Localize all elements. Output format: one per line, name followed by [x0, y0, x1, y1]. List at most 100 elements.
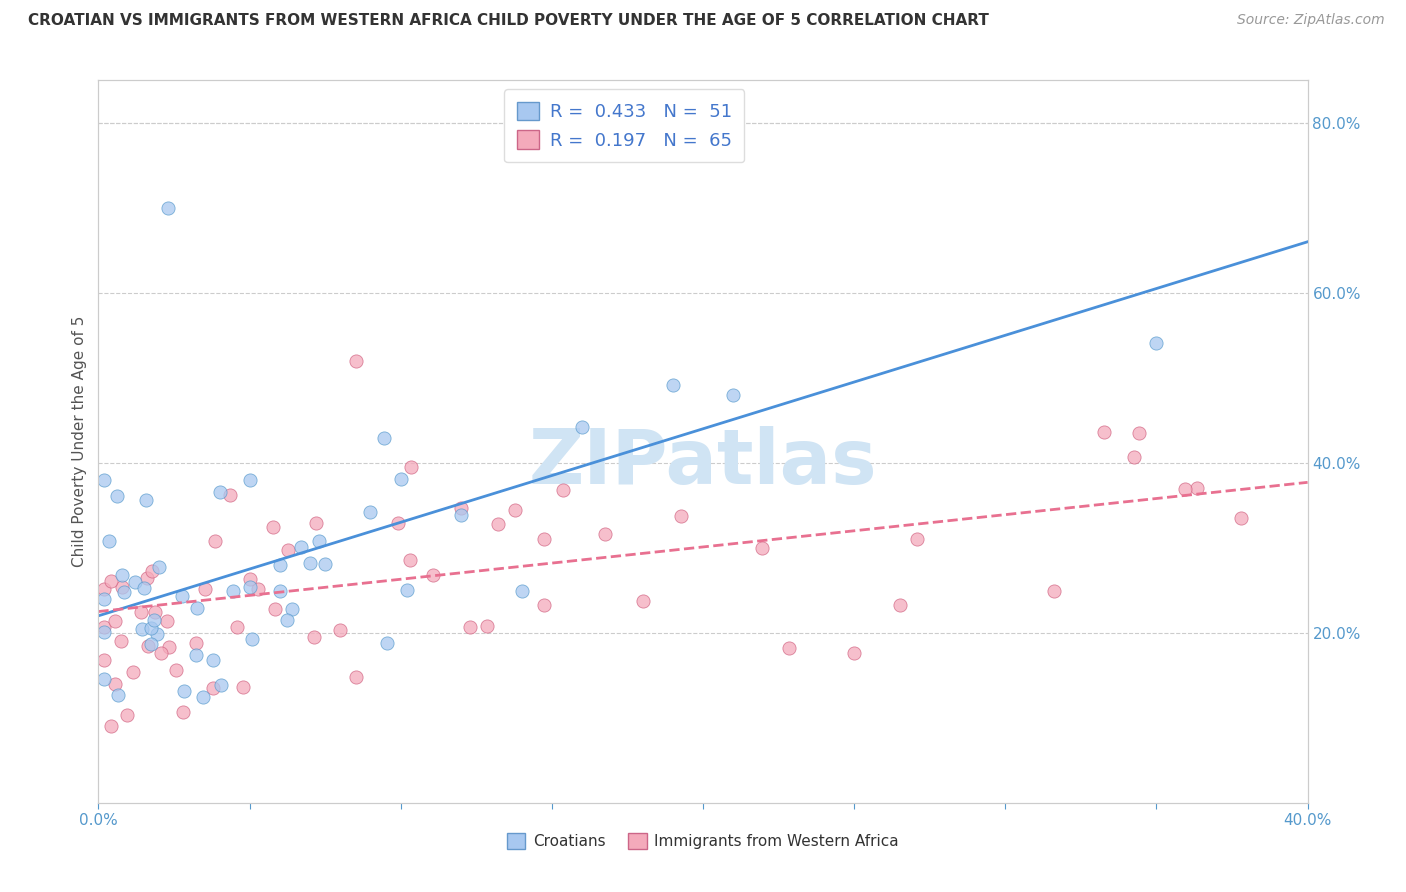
- Point: [239, 580, 262, 594]
- Point: [202, 681, 225, 696]
- Point: [593, 527, 616, 541]
- Point: [308, 534, 330, 549]
- Point: [232, 681, 254, 695]
- Text: CROATIAN VS IMMIGRANTS FROM WESTERN AFRICA CHILD POVERTY UNDER THE AGE OF 5 CORR: CROATIAN VS IMMIGRANTS FROM WESTERN AFRI…: [28, 13, 988, 29]
- Point: [201, 652, 224, 666]
- Point: [247, 582, 270, 597]
- Point: [1230, 511, 1253, 525]
- Point: [146, 627, 169, 641]
- Point: [156, 614, 179, 628]
- Point: [314, 557, 336, 571]
- Point: [225, 620, 247, 634]
- Point: [905, 533, 928, 547]
- Point: [360, 505, 382, 519]
- Point: [551, 483, 574, 497]
- Point: [150, 647, 173, 661]
- Point: [305, 516, 328, 531]
- Point: [1144, 336, 1167, 351]
- Point: [387, 516, 409, 530]
- Point: [276, 613, 298, 627]
- Point: [143, 605, 166, 619]
- Point: [1185, 481, 1208, 495]
- Point: [262, 519, 284, 533]
- Point: [93, 672, 115, 686]
- Point: [669, 508, 692, 523]
- Point: [263, 602, 285, 616]
- Point: [510, 583, 533, 598]
- Point: [503, 503, 526, 517]
- Point: [222, 584, 245, 599]
- Point: [486, 516, 509, 531]
- Point: [344, 353, 367, 368]
- Point: [141, 564, 163, 578]
- Point: [104, 615, 127, 629]
- Point: [211, 678, 233, 692]
- Legend: Croatians, Immigrants from Western Africa: Croatians, Immigrants from Western Afric…: [499, 825, 907, 856]
- Point: [110, 633, 132, 648]
- Point: [93, 582, 115, 596]
- Point: [1128, 425, 1150, 440]
- Point: [139, 637, 162, 651]
- Point: [219, 488, 242, 502]
- Point: [170, 589, 193, 603]
- Point: [269, 583, 291, 598]
- Point: [889, 598, 911, 612]
- Point: [723, 388, 745, 402]
- Point: [844, 646, 866, 660]
- Point: [398, 553, 420, 567]
- Point: [107, 688, 129, 702]
- Point: [239, 473, 262, 487]
- Point: [1122, 450, 1144, 465]
- Point: [475, 619, 498, 633]
- Point: [533, 599, 555, 613]
- Point: [1042, 584, 1064, 599]
- Point: [399, 460, 422, 475]
- Point: [661, 378, 683, 392]
- Point: [132, 581, 155, 595]
- Point: [93, 653, 115, 667]
- Point: [172, 705, 194, 719]
- Point: [111, 567, 134, 582]
- Point: [143, 614, 166, 628]
- Point: [131, 622, 153, 636]
- Point: [135, 571, 157, 585]
- Point: [450, 508, 472, 522]
- Point: [460, 620, 482, 634]
- Point: [111, 580, 134, 594]
- Point: [139, 621, 162, 635]
- Point: [93, 625, 115, 640]
- Point: [104, 677, 127, 691]
- Point: [1092, 425, 1115, 439]
- Point: [173, 684, 195, 698]
- Text: Source: ZipAtlas.com: Source: ZipAtlas.com: [1237, 13, 1385, 28]
- Point: [299, 556, 322, 570]
- Point: [375, 636, 398, 650]
- Point: [100, 574, 122, 588]
- Point: [112, 584, 135, 599]
- Point: [204, 533, 226, 548]
- Point: [184, 636, 207, 650]
- Point: [93, 591, 115, 606]
- Point: [290, 540, 312, 554]
- Point: [193, 690, 215, 704]
- Point: [751, 541, 773, 556]
- Point: [156, 201, 179, 215]
- Point: [242, 632, 264, 647]
- Point: [124, 574, 146, 589]
- Point: [277, 542, 299, 557]
- Point: [631, 594, 654, 608]
- Point: [389, 471, 412, 485]
- Point: [135, 492, 157, 507]
- Point: [100, 719, 122, 733]
- Point: [239, 572, 262, 586]
- Point: [269, 558, 291, 573]
- Point: [778, 641, 800, 656]
- Point: [396, 583, 419, 598]
- Point: [93, 473, 115, 487]
- Point: [98, 534, 121, 549]
- Point: [422, 567, 444, 582]
- Point: [209, 485, 232, 500]
- Point: [186, 601, 208, 615]
- Point: [93, 620, 115, 634]
- Point: [148, 560, 170, 574]
